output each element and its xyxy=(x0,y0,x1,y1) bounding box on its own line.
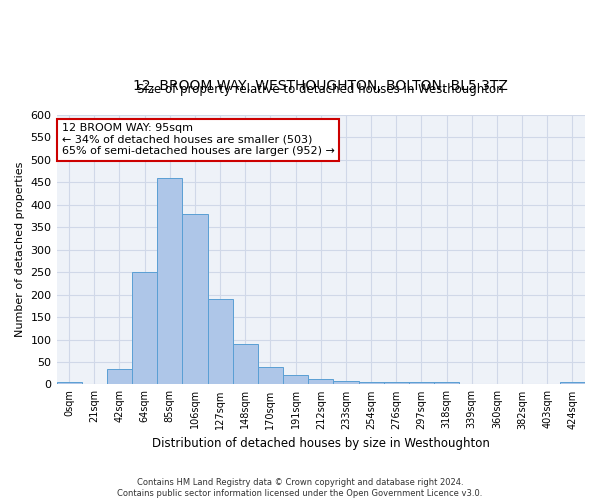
Bar xyxy=(208,299,233,384)
Bar xyxy=(56,382,82,384)
Bar xyxy=(383,382,409,384)
Text: Size of property relative to detached houses in Westhoughton: Size of property relative to detached ho… xyxy=(137,83,504,96)
Title: 12, BROOM WAY, WESTHOUGHTON, BOLTON, BL5 3TZ: 12, BROOM WAY, WESTHOUGHTON, BOLTON, BL5… xyxy=(133,79,508,93)
Y-axis label: Number of detached properties: Number of detached properties xyxy=(15,162,25,338)
Bar xyxy=(434,382,459,384)
Bar xyxy=(107,368,132,384)
Bar xyxy=(334,382,359,384)
Bar xyxy=(409,382,434,384)
Bar xyxy=(132,272,157,384)
Bar xyxy=(308,379,334,384)
Bar xyxy=(359,382,383,384)
X-axis label: Distribution of detached houses by size in Westhoughton: Distribution of detached houses by size … xyxy=(152,437,490,450)
Bar xyxy=(233,344,258,385)
Bar xyxy=(560,382,585,384)
Text: Contains HM Land Registry data © Crown copyright and database right 2024.
Contai: Contains HM Land Registry data © Crown c… xyxy=(118,478,482,498)
Bar xyxy=(157,178,182,384)
Text: 12 BROOM WAY: 95sqm
← 34% of detached houses are smaller (503)
65% of semi-detac: 12 BROOM WAY: 95sqm ← 34% of detached ho… xyxy=(62,123,335,156)
Bar xyxy=(258,368,283,384)
Bar xyxy=(283,376,308,384)
Bar xyxy=(182,214,208,384)
